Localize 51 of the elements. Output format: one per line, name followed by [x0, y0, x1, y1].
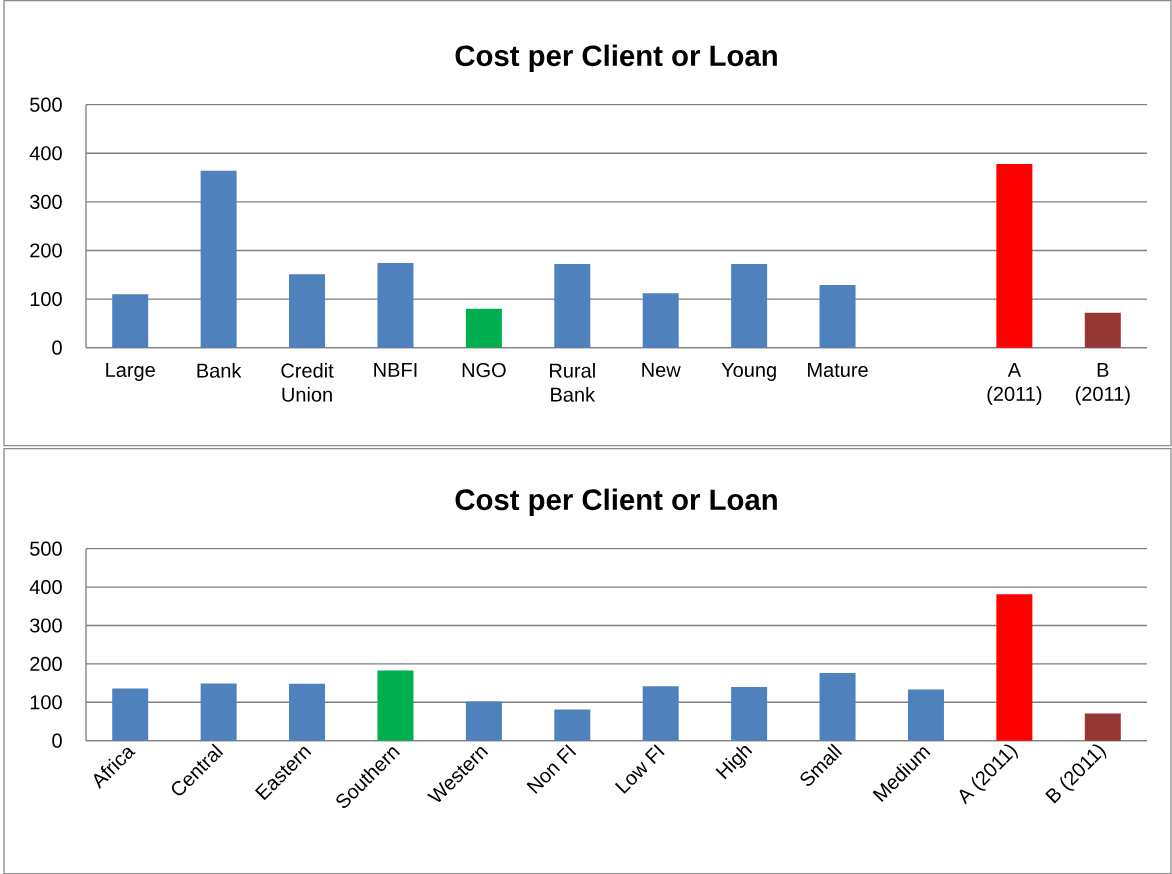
bar: [112, 688, 149, 741]
bar: [200, 683, 237, 741]
bar: [554, 263, 591, 348]
bar: [112, 294, 149, 348]
bar: [642, 293, 679, 348]
bar: [907, 689, 944, 741]
y-tick-label: 100: [30, 695, 62, 710]
y-tick-label: 500: [30, 97, 62, 112]
y-tick-label: 100: [30, 291, 62, 306]
bar: [819, 284, 856, 348]
bar: [377, 670, 414, 741]
bar: [819, 672, 856, 741]
chart-title: Cost per Client or Loan: [455, 488, 777, 516]
x-tick-label: A (2011): [987, 362, 1042, 405]
bar: [289, 683, 326, 741]
bar: [731, 263, 768, 348]
y-tick-label: 300: [30, 194, 62, 209]
bar: [200, 170, 237, 348]
bar: [996, 163, 1033, 348]
bar: [554, 709, 591, 741]
bar: [377, 262, 414, 348]
x-tick-label: B (2011): [1075, 362, 1130, 405]
bar: [642, 685, 679, 741]
x-tick-label: NBFI: [374, 362, 417, 377]
chart-title: Cost per Client or Loan: [455, 44, 777, 72]
y-tick-label: 0: [52, 733, 62, 748]
y-tick-label: 200: [30, 243, 62, 258]
bar: [465, 308, 502, 348]
bar: [1084, 713, 1121, 741]
bar: [731, 686, 768, 741]
x-tick-label: Low FI: [614, 744, 665, 794]
y-tick-label: 300: [30, 618, 62, 633]
y-tick-label: 400: [29, 579, 62, 594]
y-tick-label: 400: [29, 146, 62, 161]
y-tick-label: 500: [30, 541, 62, 556]
x-tick-label: New: [642, 362, 681, 377]
bar: [465, 701, 502, 741]
x-tick-label: Mature: [808, 362, 868, 377]
x-tick-label: Non FI: [526, 744, 577, 794]
x-tick-label: NGO: [462, 362, 506, 378]
y-tick-label: 0: [52, 340, 62, 355]
bar: [996, 594, 1033, 741]
y-tick-label: 200: [30, 656, 62, 671]
x-tick-label: Large: [106, 362, 155, 381]
bar: [1084, 312, 1121, 348]
x-tick-label: Bank: [197, 362, 242, 378]
bar: [289, 274, 326, 348]
x-tick-label: Rural Bank: [550, 362, 596, 402]
x-tick-label: Young: [721, 362, 776, 381]
x-tick-label: Credit Union: [281, 362, 334, 402]
x-tick-label: High: [715, 745, 753, 780]
